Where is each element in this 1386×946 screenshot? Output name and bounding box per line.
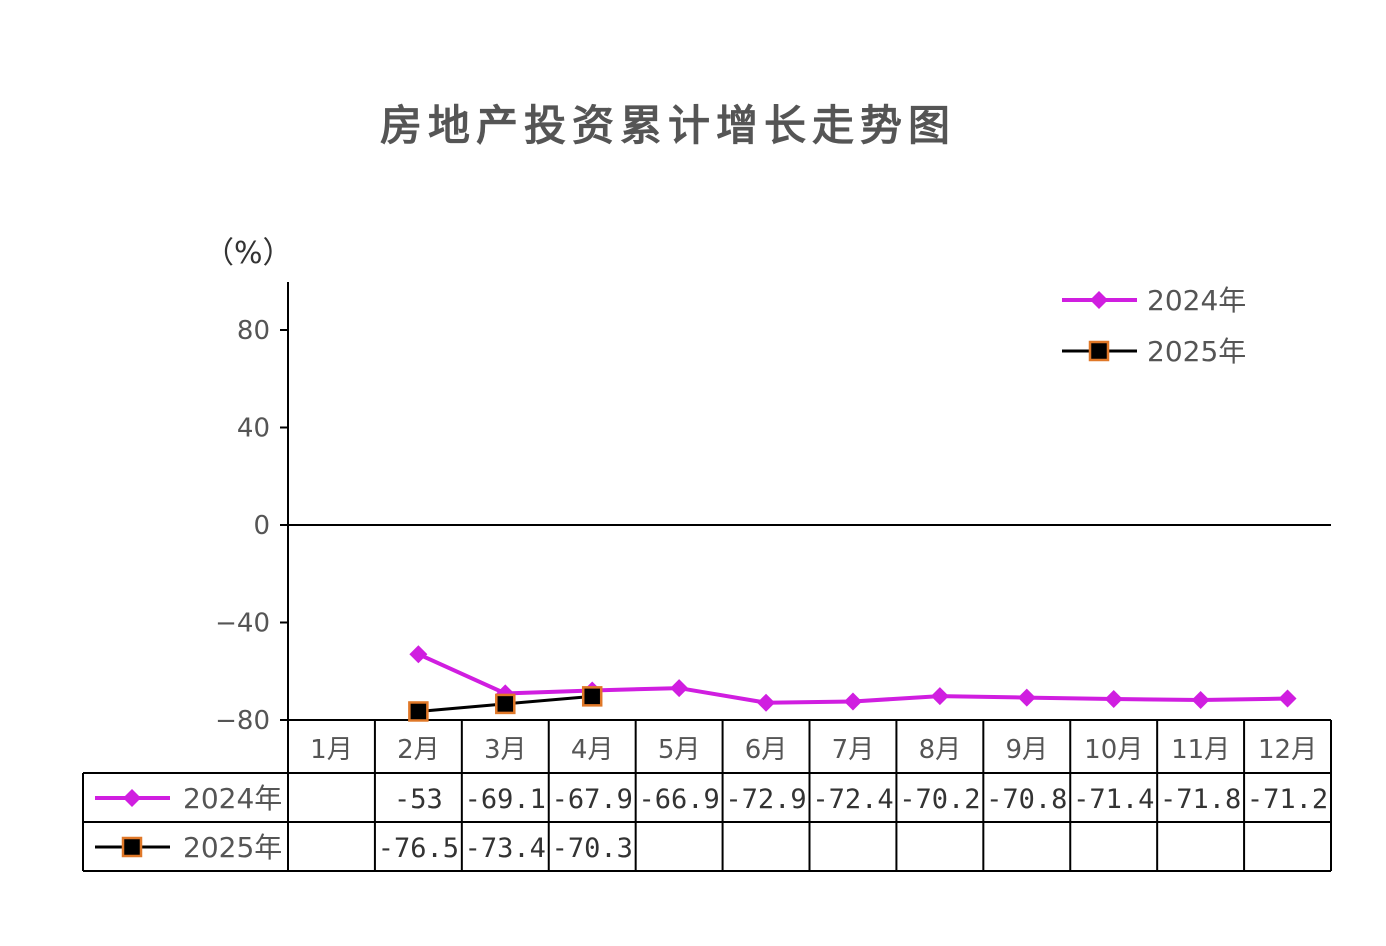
table-cell-value: -72.4 [812,784,893,815]
x-category-label: 1月 [310,735,353,765]
table-series-name: 2025年 [183,831,282,864]
legend-marker [1090,291,1108,309]
table-cell-value: -70.8 [986,784,1067,815]
table-cell-value: -76.5 [378,833,459,864]
x-category-label: 9月 [1006,735,1049,765]
y-axis-unit: （%） [204,236,293,271]
legend-marker [121,836,143,858]
data-point [408,701,429,722]
data-point [670,679,689,698]
data-point [757,693,776,712]
data-point [1104,690,1123,709]
x-category-label: 6月 [745,735,788,765]
x-category-label: 4月 [571,735,614,765]
data-point [581,686,603,707]
y-tick-label: −80 [215,706,270,736]
table-cell-value: -70.2 [899,784,980,815]
table-cell-value: -53 [394,784,443,815]
table-cell-value: -71.2 [1247,784,1328,815]
x-category-label: 7月 [832,735,875,765]
table-cell-value: -69.1 [465,784,546,815]
data-point [409,645,428,664]
x-category-label: 12月 [1258,735,1317,765]
data-point [843,692,862,711]
legend-label: 2024年 [1147,284,1246,317]
x-category-label: 3月 [484,735,527,765]
data-point [1278,689,1297,708]
table-cell-value: -67.9 [552,784,633,815]
table-cell-value: -71.4 [1073,784,1154,815]
data-point [1191,691,1210,710]
table-series-name: 2024年 [183,782,282,815]
x-category-label: 11月 [1171,735,1230,765]
legend-marker [1088,340,1110,362]
y-tick-label: 80 [237,316,270,346]
legend-marker [123,789,141,807]
x-category-label: 5月 [658,735,701,765]
y-tick-label: 40 [237,414,270,444]
x-category-label: 2月 [397,735,440,765]
table-cell-value: -73.4 [465,833,546,864]
y-tick-label: 0 [253,511,270,541]
table-cell-value: -72.9 [725,784,806,815]
legend-label: 2025年 [1147,335,1246,368]
chart-title: 房地产投资累计增长走势图 [379,101,956,150]
y-tick-label: −40 [215,609,270,639]
table-cell-value: -70.3 [552,833,633,864]
table-cell-value: -66.9 [638,784,719,815]
x-category-label: 10月 [1084,735,1143,765]
x-category-label: 8月 [919,735,962,765]
table-cell-value: -71.8 [1160,784,1241,815]
data-point [495,693,516,715]
data-point [930,687,949,706]
data-point [1017,688,1036,707]
